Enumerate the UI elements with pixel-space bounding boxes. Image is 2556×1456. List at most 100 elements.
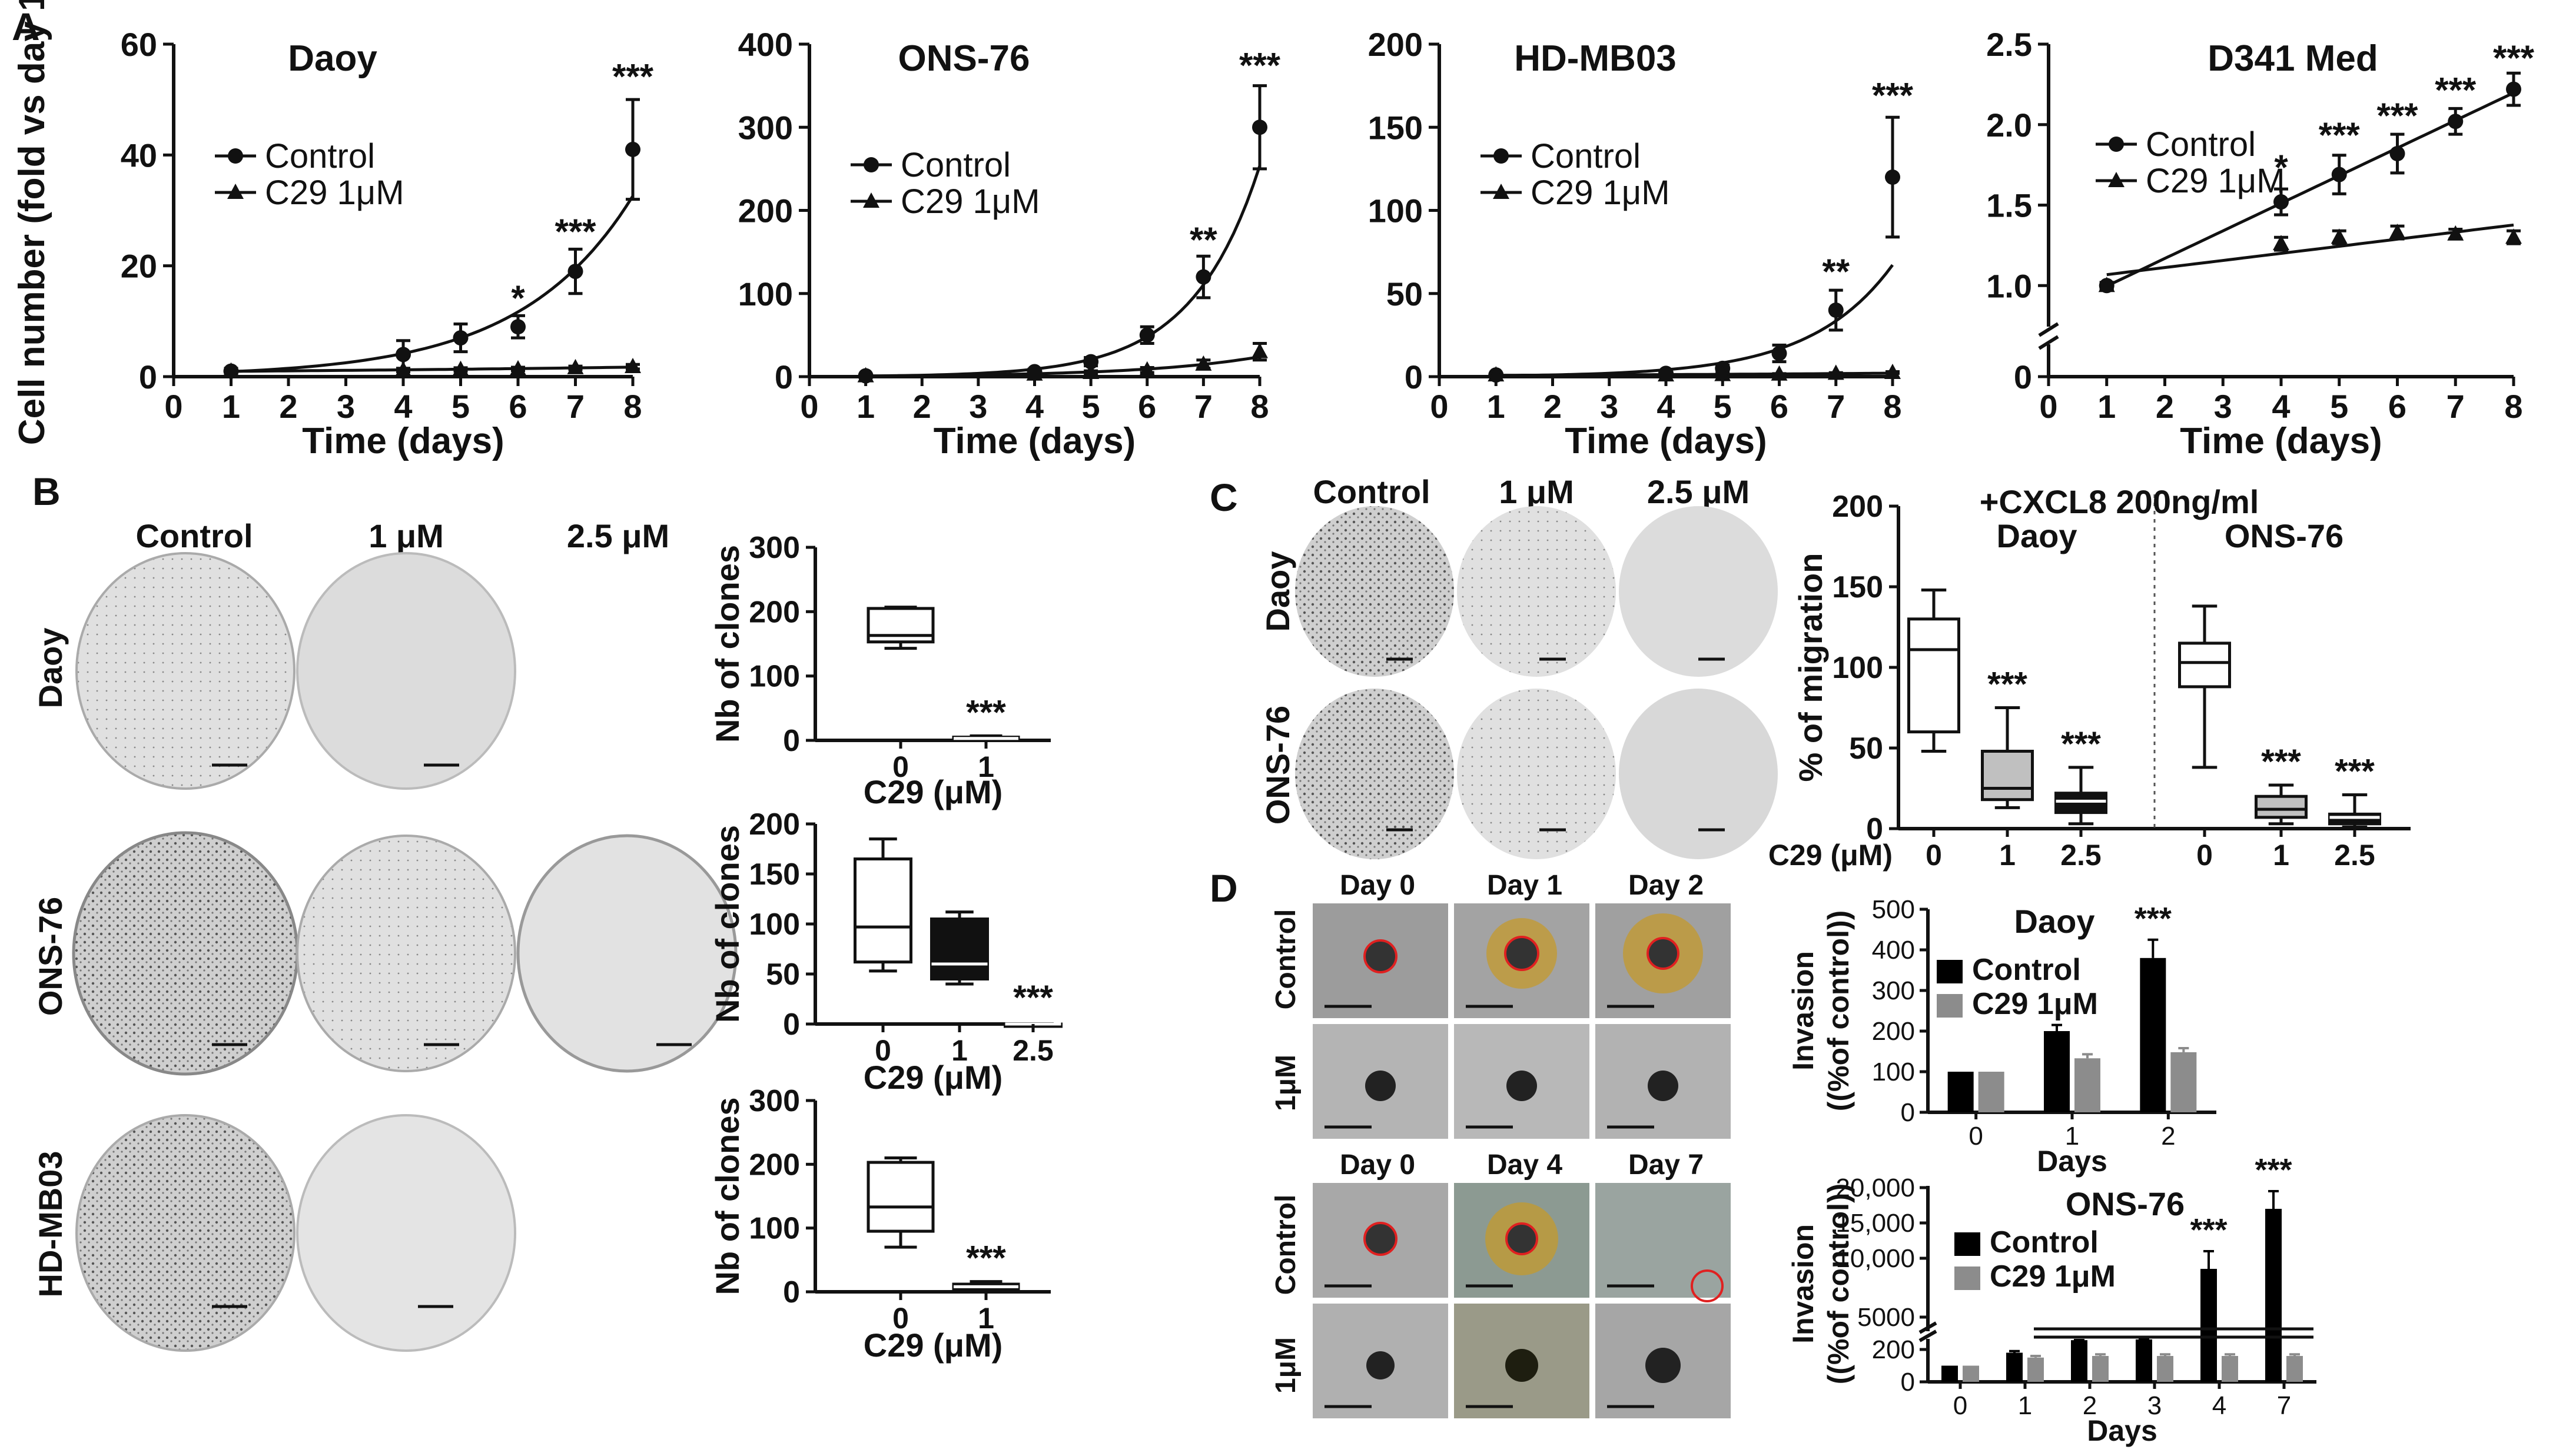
spheroids — [1363, 913, 1724, 1383]
significance-label: *** — [2255, 1152, 2292, 1188]
x-tick-label: 1 — [2018, 1391, 2032, 1420]
col-header-1um: 1 μM — [1499, 473, 1574, 510]
y-tick-label: 0 — [1901, 1368, 1915, 1397]
box — [2328, 812, 2381, 826]
y-axis-label: Cell number (fold vs day 1) — [12, 0, 52, 445]
x-axis-label: Days — [2037, 1145, 2107, 1178]
y-tick-label: 200 — [738, 192, 793, 230]
x-tick-label: 4 — [1657, 388, 1675, 425]
data-point-c29 — [1714, 365, 1731, 381]
data-point-control — [567, 264, 583, 280]
bar-c29 — [2170, 1052, 2197, 1112]
y-tick-label: 50 — [1849, 732, 1883, 766]
y-tick-label: 1.0 — [1986, 267, 2032, 304]
migration-well — [1457, 689, 1616, 859]
x-tick-label: 3 — [2147, 1391, 2162, 1420]
bar-chart-invasion-daoy: 0 100 200 300 400 500 0 1 2 *** Days Daoy Invasion((… — [1787, 895, 2216, 1178]
fit-curve-c29 — [865, 355, 1260, 378]
legend-label: Control — [901, 146, 1011, 184]
panel-label-c: C — [1210, 476, 1238, 519]
x-tick-label: 1 — [978, 750, 994, 783]
legend-label: C29 1μM — [265, 174, 404, 212]
significance-label: *** — [1239, 46, 1281, 85]
y-tick-label: 100 — [749, 660, 800, 694]
y-tick-label: 500 — [1872, 895, 1915, 924]
x-axis-label: Time (days) — [302, 421, 504, 461]
clone-plate — [296, 552, 516, 790]
row-label-daoy: Daoy — [1259, 551, 1296, 632]
y-axis-label: Invasion — [1787, 951, 1820, 1071]
y-tick-label: 0 — [1901, 1098, 1915, 1127]
x-tick-label: 7 — [566, 388, 585, 425]
box — [854, 857, 912, 964]
significance-label: * — [511, 278, 525, 318]
x-tick-label: 2 — [2156, 388, 2174, 425]
x-tick-label: 3 — [337, 388, 355, 425]
legend-marker-control — [864, 157, 879, 172]
data-point-c29 — [1658, 366, 1674, 382]
y-axis-label: ((%of control)) — [1822, 910, 1855, 1112]
y-axis-label: % of migration — [1792, 553, 1829, 782]
x-tick-label: 7 — [2447, 388, 2465, 425]
y-tick-label: 2.5 — [1986, 26, 2032, 63]
x-tick-label: 6 — [1770, 388, 1788, 425]
y-tick-label: 100 — [749, 907, 800, 942]
y-tick-label: 40 — [121, 137, 157, 174]
x-tick-label: 4 — [394, 388, 412, 425]
col-header-control: Control — [1313, 473, 1430, 510]
significance-label: *** — [2061, 725, 2101, 763]
data-point-control — [625, 141, 640, 157]
significance-label: *** — [1987, 666, 2027, 704]
x-tick-label: 5 — [1082, 388, 1100, 425]
y-tick-label: 200 — [1872, 1335, 1915, 1364]
data-point-c29 — [452, 360, 469, 376]
y-axis-label-group: Nb of clones — [709, 825, 746, 1023]
y-tick-label: 0 — [1405, 358, 1423, 395]
y-tick-label: 200 — [749, 807, 800, 842]
bar-c29 — [2092, 1356, 2109, 1382]
x-tick-label: 4 — [1025, 388, 1044, 425]
data-point-control — [453, 330, 469, 346]
legend-marker-control — [1493, 148, 1509, 164]
data-point-control — [1083, 354, 1099, 370]
y-tick-label: 300 — [749, 1084, 800, 1118]
legend-marker-c29 — [2108, 172, 2125, 187]
line-chart-d341: 0 1.0 1.5 2.0 2.5 0 1 2 3 4 5 6 7 8 Time (days) D341 Me… — [1986, 26, 2535, 461]
x-tick-label: 3 — [2214, 388, 2232, 425]
y-tick-label: 1.5 — [1986, 187, 2032, 224]
y-axis-label: Nb of clones — [709, 1097, 746, 1295]
data-point-c29 — [1026, 365, 1043, 381]
x-tick-label: 4 — [2212, 1391, 2226, 1420]
line-chart-hdmb03: 0 50 100 150 200 0 1 2 3 4 5 6 7 8 Time (days) HD-MB03 C… — [1368, 26, 1914, 461]
x-tick-label: 7 — [1194, 388, 1213, 425]
bottom-col-day0: Day 0 — [1340, 1149, 1415, 1181]
x-tick-label: 0 — [892, 1302, 909, 1335]
significance-label: *** — [2261, 743, 2301, 781]
data-point-c29 — [2505, 228, 2522, 244]
x-axis-label: C29 (μM) — [864, 1059, 1003, 1096]
axis-break-mark — [2038, 322, 2059, 337]
data-point-c29 — [1252, 343, 1268, 358]
data-point-control — [1771, 345, 1787, 361]
data-point-c29 — [1827, 364, 1844, 380]
y-tick-label: 200 — [749, 1148, 800, 1182]
scale-bars — [1325, 1005, 1654, 1408]
y-tick-label: 100 — [738, 275, 793, 313]
x-tick-label: 2 — [2083, 1391, 2097, 1420]
significance-label: *** — [1872, 75, 1914, 115]
y-tick-label: 200 — [1368, 26, 1423, 63]
data-point-control — [2506, 81, 2521, 97]
x-tick-label: 0 — [892, 750, 909, 783]
x-tick-label: 6 — [2388, 388, 2406, 425]
y-tick-label: 0 — [1866, 812, 1883, 846]
x-tick-label: 0 — [1969, 1122, 1983, 1151]
x-axis-label: Time (days) — [1565, 421, 1767, 461]
top-col-day1: Day 1 — [1487, 870, 1562, 901]
y-tick-label: 100 — [1832, 651, 1883, 685]
legend-label: Control — [1531, 137, 1641, 175]
x-axis-prefix-label: C29 (μM) — [1768, 839, 1893, 872]
y-tick-label: 50 — [766, 958, 800, 992]
row-label-1um-top: 1μM — [1270, 1055, 1302, 1111]
col-header-1um: 1 μM — [369, 517, 444, 554]
chart-title: Daoy — [2014, 903, 2095, 940]
